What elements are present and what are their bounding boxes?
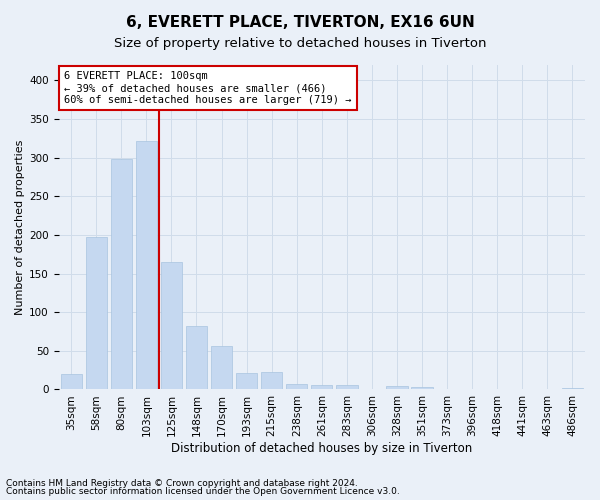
Text: Contains HM Land Registry data © Crown copyright and database right 2024.: Contains HM Land Registry data © Crown c…: [6, 478, 358, 488]
Bar: [562, 388, 583, 390]
Bar: [286, 384, 307, 390]
Y-axis label: Number of detached properties: Number of detached properties: [15, 140, 25, 315]
Bar: [236, 373, 257, 390]
Text: 6, EVERETT PLACE, TIVERTON, EX16 6UN: 6, EVERETT PLACE, TIVERTON, EX16 6UN: [125, 15, 475, 30]
Bar: [61, 374, 82, 390]
Text: Contains public sector information licensed under the Open Government Licence v3: Contains public sector information licen…: [6, 487, 400, 496]
Text: Size of property relative to detached houses in Tiverton: Size of property relative to detached ho…: [114, 38, 486, 51]
Bar: [386, 386, 407, 390]
Bar: [336, 385, 358, 390]
Bar: [86, 238, 107, 390]
Bar: [261, 372, 283, 390]
Text: 6 EVERETT PLACE: 100sqm
← 39% of detached houses are smaller (466)
60% of semi-d: 6 EVERETT PLACE: 100sqm ← 39% of detache…: [64, 72, 352, 104]
Bar: [110, 159, 132, 390]
Bar: [311, 385, 332, 390]
Bar: [161, 262, 182, 390]
Bar: [186, 326, 207, 390]
Bar: [412, 387, 433, 390]
Bar: [136, 140, 157, 390]
Bar: [211, 346, 232, 390]
X-axis label: Distribution of detached houses by size in Tiverton: Distribution of detached houses by size …: [171, 442, 472, 455]
